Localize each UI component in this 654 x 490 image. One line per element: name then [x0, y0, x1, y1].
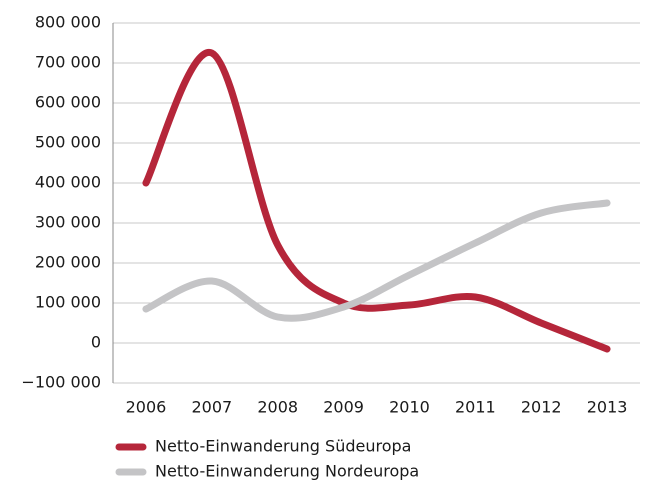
y-tick-label: 200 000 [35, 253, 101, 272]
y-tick-label: 800 000 [35, 13, 101, 32]
y-tick-label: 700 000 [35, 53, 101, 72]
series-line [142, 199, 611, 322]
y-tick-label: 600 000 [35, 93, 101, 112]
y-tick-label: 100 000 [35, 293, 101, 312]
x-tick-label: 2007 [191, 398, 232, 417]
y-tick-label: 0 [91, 333, 101, 352]
y-tick-label: 500 000 [35, 133, 101, 152]
x-tick-label: 2012 [521, 398, 562, 417]
y-tick-label: 400 000 [35, 173, 101, 192]
x-tick-label: 2013 [587, 398, 628, 417]
x-tick-label: 2010 [389, 398, 430, 417]
series-line [142, 49, 611, 353]
legend-label: Netto-Einwanderung Nordeuropa [155, 462, 419, 481]
y-tick-label: 300 000 [35, 213, 101, 232]
x-tick-label: 2008 [257, 398, 298, 417]
x-tick-label: 2009 [323, 398, 364, 417]
x-tick-label: 2011 [455, 398, 496, 417]
x-tick-label: 2006 [126, 398, 167, 417]
y-tick-label: −100 000 [21, 373, 101, 392]
legend-label: Netto-Einwanderung Südeuropa [155, 437, 411, 456]
